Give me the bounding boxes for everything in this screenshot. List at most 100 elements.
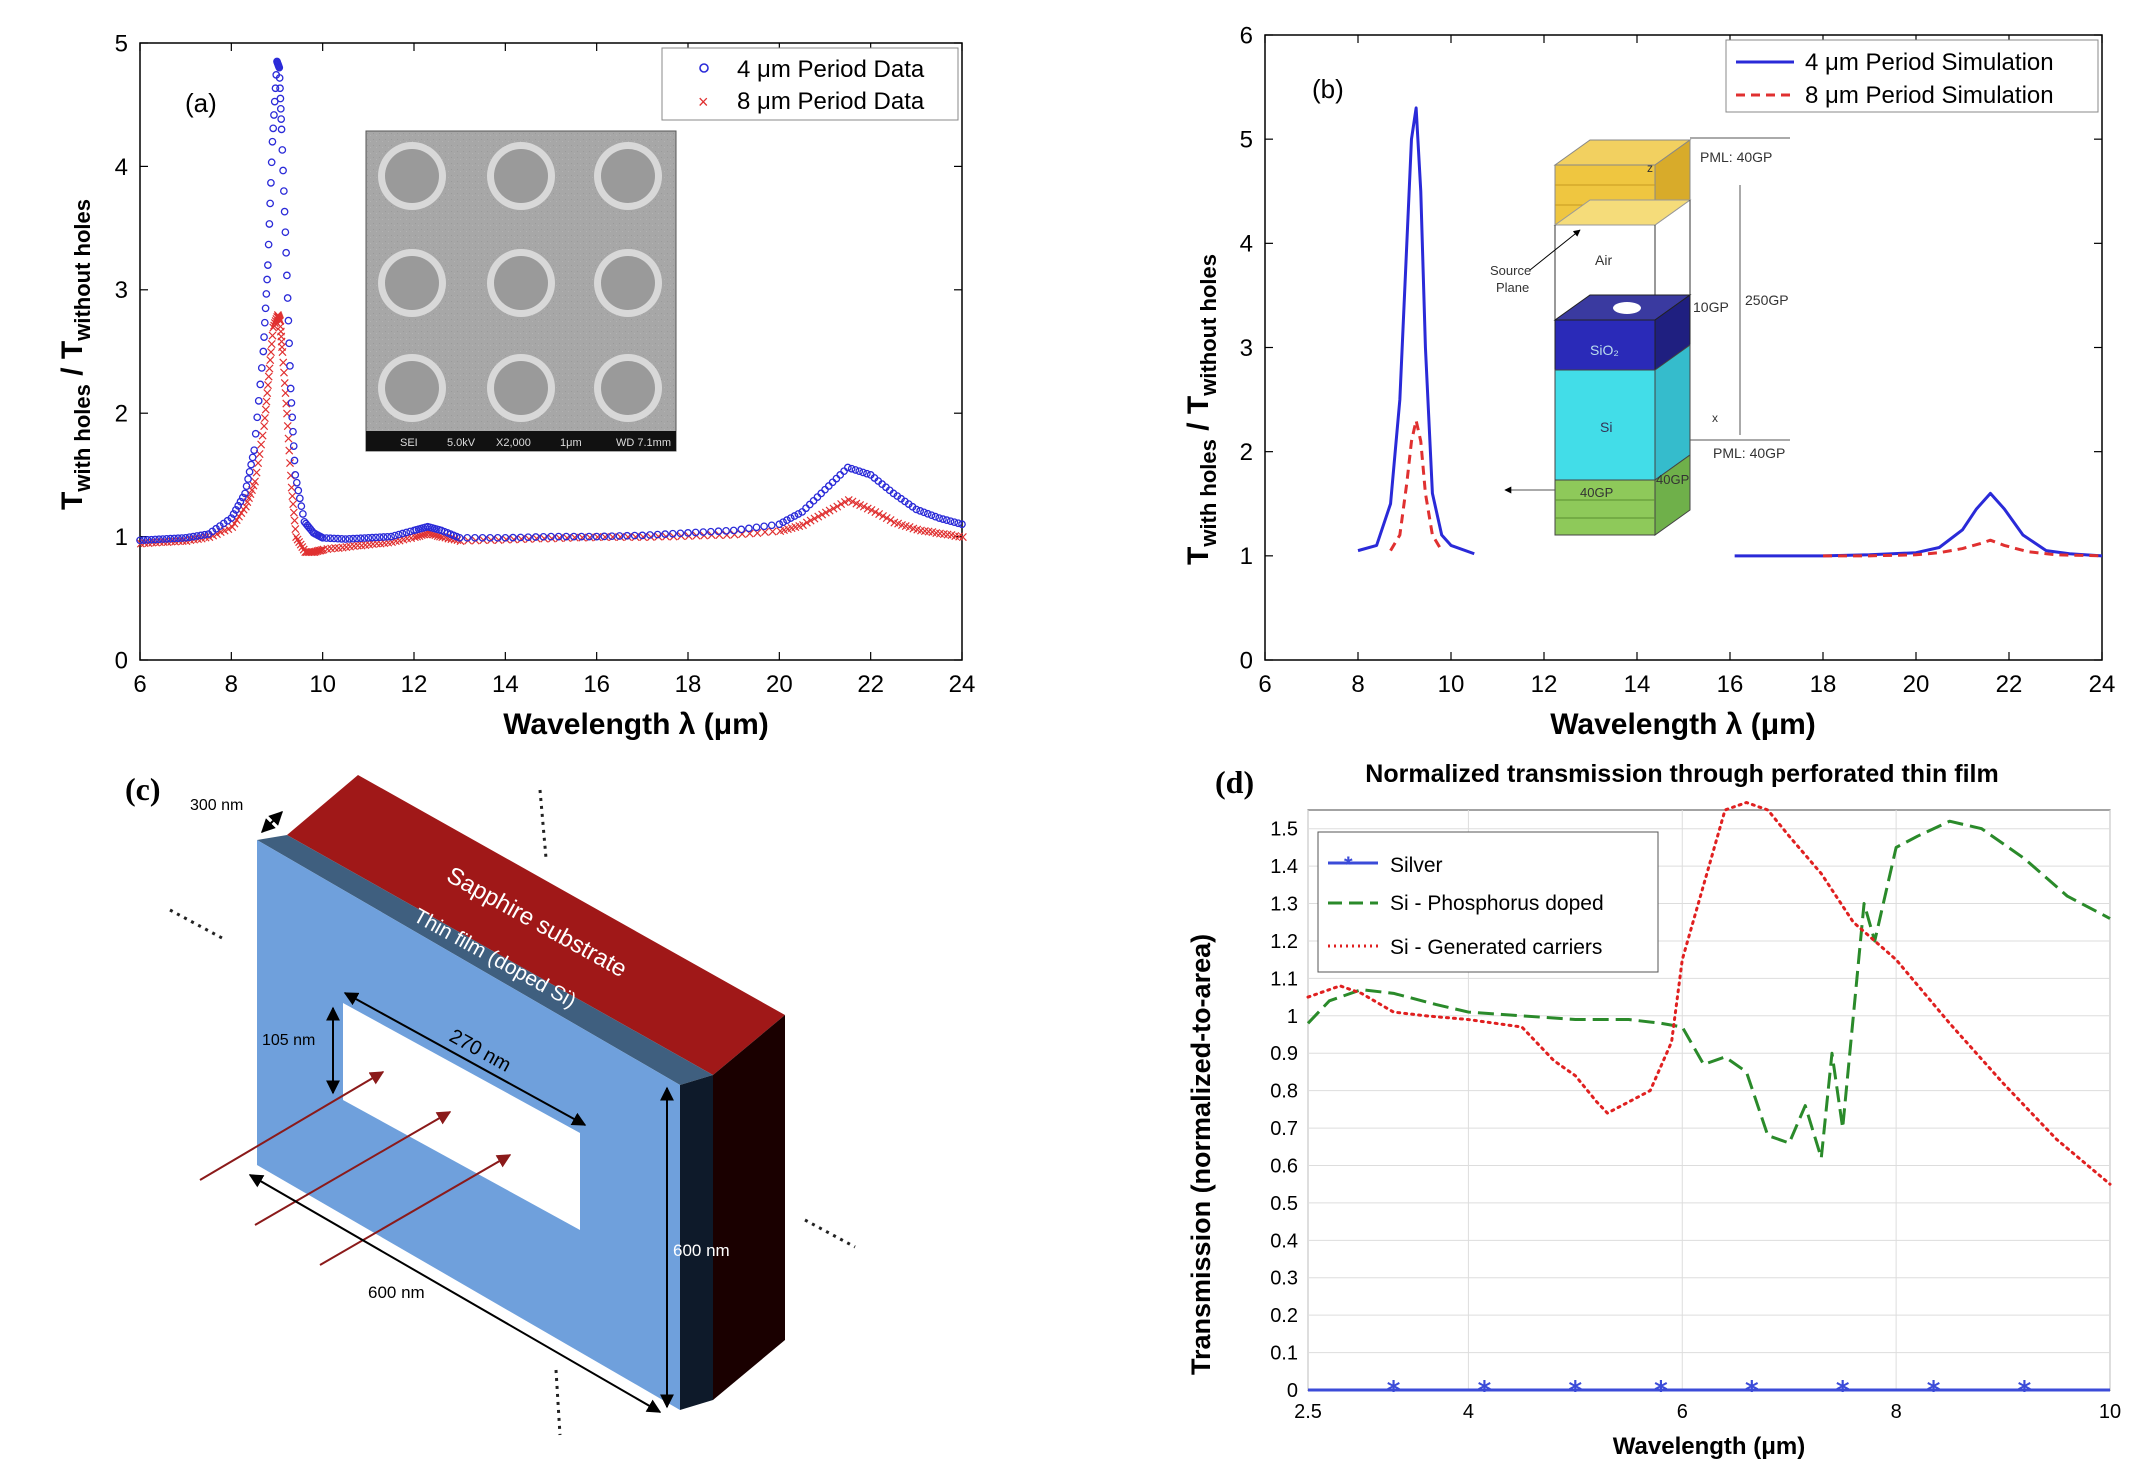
point-8um: ×	[289, 513, 301, 529]
ytick-label: 0.9	[1270, 1043, 1298, 1065]
point-8um: ×	[797, 517, 809, 533]
point-4um	[291, 471, 300, 479]
point-4um	[455, 533, 464, 542]
point-8um: ×	[246, 482, 258, 498]
point-8um: ×	[622, 530, 634, 546]
xtick-label: 24	[2089, 671, 2116, 698]
point-4um	[623, 531, 631, 540]
point-4um	[706, 527, 715, 536]
point-8um: ×	[862, 501, 874, 517]
point-4um	[139, 536, 148, 544]
point-4um	[269, 124, 278, 133]
point-8um: ×	[313, 543, 325, 559]
point-8um: ×	[949, 528, 961, 544]
point-8um: ×	[352, 538, 364, 554]
point-4um	[478, 533, 487, 542]
point-4um	[600, 532, 609, 541]
point-8um: ×	[278, 365, 290, 381]
point-4um	[402, 528, 411, 537]
point-8um: ×	[267, 320, 279, 336]
point-4um	[954, 519, 963, 528]
point-4um	[334, 534, 342, 543]
point-8um: ×	[911, 522, 923, 538]
pml-bottom-side	[1654, 454, 1691, 536]
inset-b-10gp: 10GP	[1693, 299, 1729, 315]
point-8um: ×	[942, 527, 954, 543]
ytick-label: 0	[1287, 1380, 1298, 1402]
point-4um	[285, 339, 294, 348]
substrate-top	[287, 775, 785, 1075]
point-8um: ×	[759, 525, 771, 541]
point-8um: ×	[257, 428, 269, 444]
point-4um	[847, 464, 856, 473]
point-8um: ×	[382, 535, 394, 551]
point-8um: ×	[752, 525, 764, 541]
point-4um	[289, 442, 298, 450]
xtick-label: 12	[401, 671, 428, 698]
point-8um: ×	[261, 386, 273, 402]
point-8um: ×	[831, 499, 843, 515]
point-8um: ×	[881, 511, 893, 527]
xtick-label: 8	[1351, 671, 1364, 698]
inset-b-air: Air	[1595, 252, 1612, 268]
point-4um	[691, 528, 700, 537]
point-4um	[193, 532, 201, 540]
point-8um: ×	[434, 529, 446, 545]
ytick-label: 4	[1240, 231, 1253, 258]
point-4um	[531, 533, 540, 541]
point-4um	[294, 486, 303, 495]
inset-b-x: x	[1712, 411, 1718, 425]
point-4um	[279, 187, 288, 195]
point-4um	[236, 497, 245, 506]
xtick-label: 8	[225, 671, 238, 698]
point-4um	[143, 536, 152, 544]
point-8um: ×	[259, 410, 271, 426]
point-8um: ×	[223, 521, 235, 537]
point-8um: ×	[268, 318, 280, 334]
panel-a-legend: 4 μm Period Data × 8 μm Period Data	[661, 47, 959, 121]
point-8um: ×	[280, 396, 292, 412]
xtick-label: 24	[949, 671, 976, 698]
point-4um	[638, 531, 647, 540]
point-4um	[278, 146, 287, 154]
panel-d-chart: (d) Normalized transmission through perf…	[1186, 760, 2121, 1460]
point-4um	[330, 534, 338, 543]
point-8um: ×	[824, 503, 836, 519]
guide-top	[538, 789, 548, 859]
point-8um: ×	[341, 539, 353, 555]
point-4um	[241, 489, 249, 498]
point-8um: ×	[885, 513, 897, 529]
point-8um: ×	[269, 316, 281, 332]
thinfilm-side	[680, 1075, 713, 1410]
dim-thickness-arrow	[261, 811, 283, 833]
point-4um	[260, 333, 268, 341]
point-8um: ×	[432, 528, 444, 544]
point-8um: ×	[307, 544, 319, 560]
ytick-label: 0	[1240, 647, 1253, 674]
point-4um	[379, 533, 388, 541]
xtick-label: 18	[675, 671, 702, 698]
point-8um: ×	[333, 540, 345, 556]
legend-d-label-phos: Si - Phosphorus doped	[1390, 892, 1604, 915]
point-8um: ×	[923, 524, 935, 540]
sem-holes	[378, 142, 662, 422]
point-8um: ×	[405, 530, 417, 546]
point-4um	[262, 290, 271, 298]
point-4um	[263, 275, 271, 284]
point-8um: ×	[774, 523, 786, 539]
ytick-label: 0.4	[1270, 1230, 1298, 1252]
point-4um	[289, 427, 297, 436]
point-4um	[247, 460, 255, 469]
point-4um	[767, 521, 776, 530]
point-8um: ×	[375, 536, 387, 552]
point-8um: ×	[258, 419, 270, 435]
point-4um	[486, 533, 494, 542]
ytick-label: 0.8	[1270, 1081, 1298, 1103]
ytick-label: 2	[1240, 439, 1253, 466]
sem-scale-label: 5.0kV	[447, 437, 476, 449]
point-8um: ×	[439, 530, 451, 546]
point-4um	[281, 228, 290, 237]
point-8um: ×	[615, 530, 627, 546]
panel-c-diagram: (c) 300 nm Sapphire substrate Thin film …	[125, 771, 856, 1436]
